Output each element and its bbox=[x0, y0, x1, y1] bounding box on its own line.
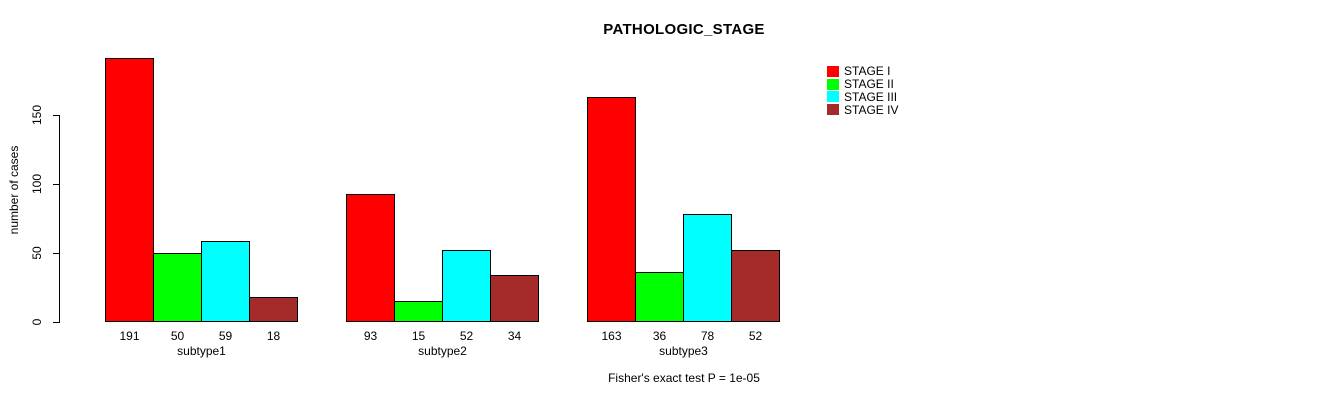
bar-subtype1-stage-ii bbox=[153, 253, 202, 322]
chart-title: PATHOLOGIC_STAGE bbox=[603, 21, 765, 38]
category-label-subtype2: subtype2 bbox=[418, 344, 467, 358]
category-label-subtype3: subtype3 bbox=[659, 344, 708, 358]
bar-value-label: 78 bbox=[700, 329, 715, 343]
legend-label-stage-i: STAGE I bbox=[844, 64, 891, 79]
bar-value-label: 50 bbox=[170, 329, 185, 343]
bar-value-label: 191 bbox=[119, 329, 140, 343]
legend-item-stage-iv: STAGE IV bbox=[827, 103, 898, 116]
legend-label-stage-ii: STAGE II bbox=[844, 77, 894, 92]
legend-swatch-stage-iii bbox=[827, 91, 839, 103]
bar-value-label: 36 bbox=[652, 329, 667, 343]
bar-subtype1-stage-i bbox=[105, 58, 154, 322]
bar-subtype2-stage-i bbox=[346, 194, 395, 322]
bar-subtype2-stage-ii bbox=[394, 301, 443, 322]
bar-subtype3-stage-iv bbox=[731, 250, 780, 322]
bar-value-label: 34 bbox=[507, 329, 522, 343]
bar-subtype2-stage-iii bbox=[442, 250, 491, 322]
bar-subtype1-stage-iii bbox=[201, 241, 250, 322]
y-axis-tick bbox=[53, 252, 60, 254]
legend-item-stage-iii: STAGE III bbox=[827, 91, 898, 104]
legend-swatch-stage-ii bbox=[827, 78, 839, 90]
legend: STAGE I STAGE II STAGE III STAGE IV bbox=[827, 65, 898, 116]
bar-subtype1-stage-iv bbox=[249, 297, 298, 322]
bar-subtype3-stage-ii bbox=[635, 272, 684, 322]
y-axis-tick-label: 50 bbox=[30, 246, 44, 260]
legend-swatch-stage-iv bbox=[827, 104, 839, 116]
legend-swatch-stage-i bbox=[827, 65, 839, 77]
bar-value-label: 15 bbox=[411, 329, 426, 343]
category-label-subtype1: subtype1 bbox=[177, 344, 226, 358]
y-axis-tick-label: 100 bbox=[30, 173, 44, 195]
bar-value-label: 52 bbox=[748, 329, 763, 343]
y-axis-tick bbox=[53, 321, 60, 323]
legend-item-stage-ii: STAGE II bbox=[827, 78, 898, 91]
bar-value-label: 52 bbox=[459, 329, 474, 343]
bar-value-label: 59 bbox=[218, 329, 233, 343]
bar-subtype3-stage-i bbox=[587, 97, 636, 322]
legend-label-stage-iii: STAGE III bbox=[844, 89, 898, 104]
bar-subtype3-stage-iii bbox=[683, 214, 732, 322]
bar-subtype2-stage-iv bbox=[490, 275, 539, 322]
bar-value-label: 18 bbox=[266, 329, 281, 343]
legend-label-stage-iv: STAGE IV bbox=[844, 102, 899, 117]
legend-item-stage-i: STAGE I bbox=[827, 65, 898, 78]
y-axis-tick-label: 0 bbox=[30, 318, 44, 326]
y-axis-tick bbox=[53, 114, 60, 116]
y-axis-tick bbox=[53, 183, 60, 185]
caption-fishers-test: Fisher's exact test P = 1e-05 bbox=[608, 371, 760, 385]
y-axis-tick-label: 150 bbox=[30, 104, 44, 126]
y-axis-label: number of cases bbox=[7, 145, 21, 235]
y-axis-line bbox=[59, 115, 60, 323]
bar-value-label: 163 bbox=[601, 329, 622, 343]
bar-value-label: 93 bbox=[363, 329, 378, 343]
